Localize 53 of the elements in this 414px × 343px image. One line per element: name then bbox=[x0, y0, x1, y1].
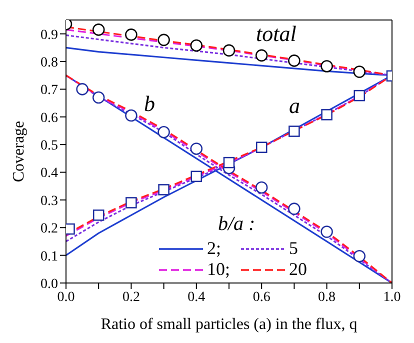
point bbox=[354, 90, 366, 102]
y-tick-label: 0.4 bbox=[40, 166, 58, 182]
x-tick-label: 0.6 bbox=[252, 290, 270, 305]
point bbox=[288, 54, 300, 67]
point bbox=[288, 202, 300, 215]
point bbox=[320, 226, 333, 238]
x-tick-label: 0.8 bbox=[318, 290, 336, 305]
point bbox=[158, 34, 170, 46]
point bbox=[76, 83, 88, 96]
point bbox=[255, 49, 268, 62]
point bbox=[353, 250, 366, 262]
annotation: total bbox=[256, 21, 296, 46]
point bbox=[158, 184, 170, 196]
legend-label: 20 bbox=[289, 259, 308, 280]
point bbox=[92, 91, 105, 104]
legend-label: 5 bbox=[289, 238, 298, 259]
y-tick-label: 0.9 bbox=[40, 28, 58, 43]
x-tick-label: 0.0 bbox=[57, 290, 75, 305]
point bbox=[222, 44, 236, 57]
x-tick-label: 0.2 bbox=[122, 290, 140, 305]
point bbox=[353, 66, 366, 78]
point bbox=[256, 142, 268, 153]
y-tick-label: 0.3 bbox=[40, 194, 58, 209]
x-tick-label: 1.0 bbox=[383, 290, 401, 305]
annotation: b bbox=[144, 91, 155, 116]
x-tick-label: 0.4 bbox=[188, 290, 206, 305]
point bbox=[255, 181, 268, 194]
point bbox=[92, 210, 104, 221]
point bbox=[125, 28, 138, 41]
point bbox=[125, 109, 138, 122]
x-axis-title: Ratio of small particles (a) in the flux, q bbox=[100, 316, 358, 333]
y-tick-label: 0.5 bbox=[40, 138, 58, 154]
point bbox=[92, 24, 105, 36]
point bbox=[190, 170, 202, 182]
y-tick-label: 0.7 bbox=[40, 83, 58, 98]
point bbox=[321, 109, 332, 120]
annotation: a bbox=[289, 93, 300, 118]
y-tick-label: 0.0 bbox=[40, 276, 58, 292]
y-tick-label: 0.6 bbox=[40, 110, 58, 126]
legend-title: b/a : bbox=[218, 213, 256, 236]
point bbox=[126, 197, 137, 208]
point bbox=[190, 39, 203, 52]
y-tick-label: 0.2 bbox=[40, 222, 58, 237]
point bbox=[320, 60, 333, 72]
y-axis-title: Coverage bbox=[10, 120, 28, 182]
y-tick-label: 0.8 bbox=[40, 55, 58, 70]
y-tick-label: 0.1 bbox=[40, 249, 58, 264]
point bbox=[223, 156, 235, 168]
legend-label: 10; bbox=[207, 259, 230, 280]
point bbox=[190, 142, 203, 155]
legend-label: 2; bbox=[207, 238, 222, 259]
point bbox=[288, 126, 300, 137]
point bbox=[158, 126, 170, 138]
